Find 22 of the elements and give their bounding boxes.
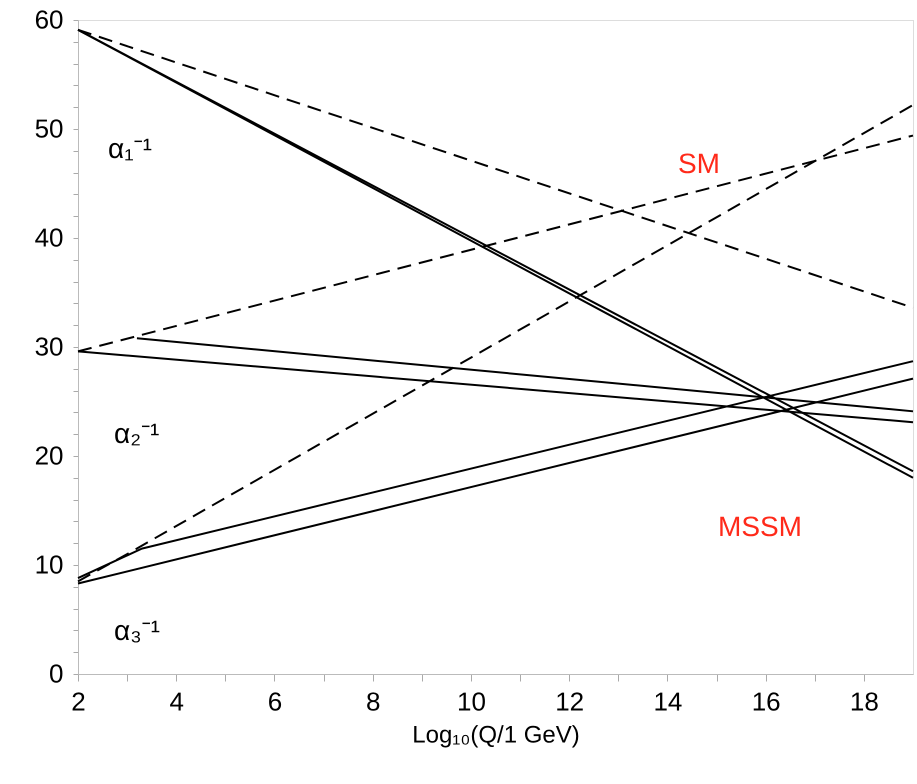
annotation: SM bbox=[678, 148, 720, 179]
x-tick-label: 10 bbox=[456, 686, 486, 716]
y-tick-label: 50 bbox=[34, 114, 64, 144]
y-tick-label: 20 bbox=[34, 440, 64, 470]
annotation: α₂⁻¹ bbox=[114, 418, 160, 449]
x-tick-label: 14 bbox=[653, 686, 682, 716]
x-axis-title: Log₁₀(Q/1 GeV) bbox=[412, 722, 580, 748]
x-tick-label: 8 bbox=[366, 686, 380, 716]
x-tick-label: 4 bbox=[170, 686, 184, 716]
y-tick-label: 0 bbox=[49, 658, 64, 688]
y-tick-label: 40 bbox=[34, 222, 64, 252]
x-tick-label: 12 bbox=[555, 686, 584, 716]
x-tick-label: 18 bbox=[850, 686, 879, 716]
annotation: MSSM bbox=[718, 511, 802, 542]
x-tick-label: 16 bbox=[752, 686, 781, 716]
annotation: α₁⁻¹ bbox=[108, 133, 152, 164]
y-tick-label: 10 bbox=[34, 550, 64, 580]
x-tick-label: 2 bbox=[71, 686, 86, 716]
annotation: α₃⁻¹ bbox=[114, 615, 160, 646]
x-tick-label: 6 bbox=[268, 686, 282, 716]
y-tick-label: 60 bbox=[34, 4, 64, 34]
y-tick-label: 30 bbox=[34, 332, 64, 362]
